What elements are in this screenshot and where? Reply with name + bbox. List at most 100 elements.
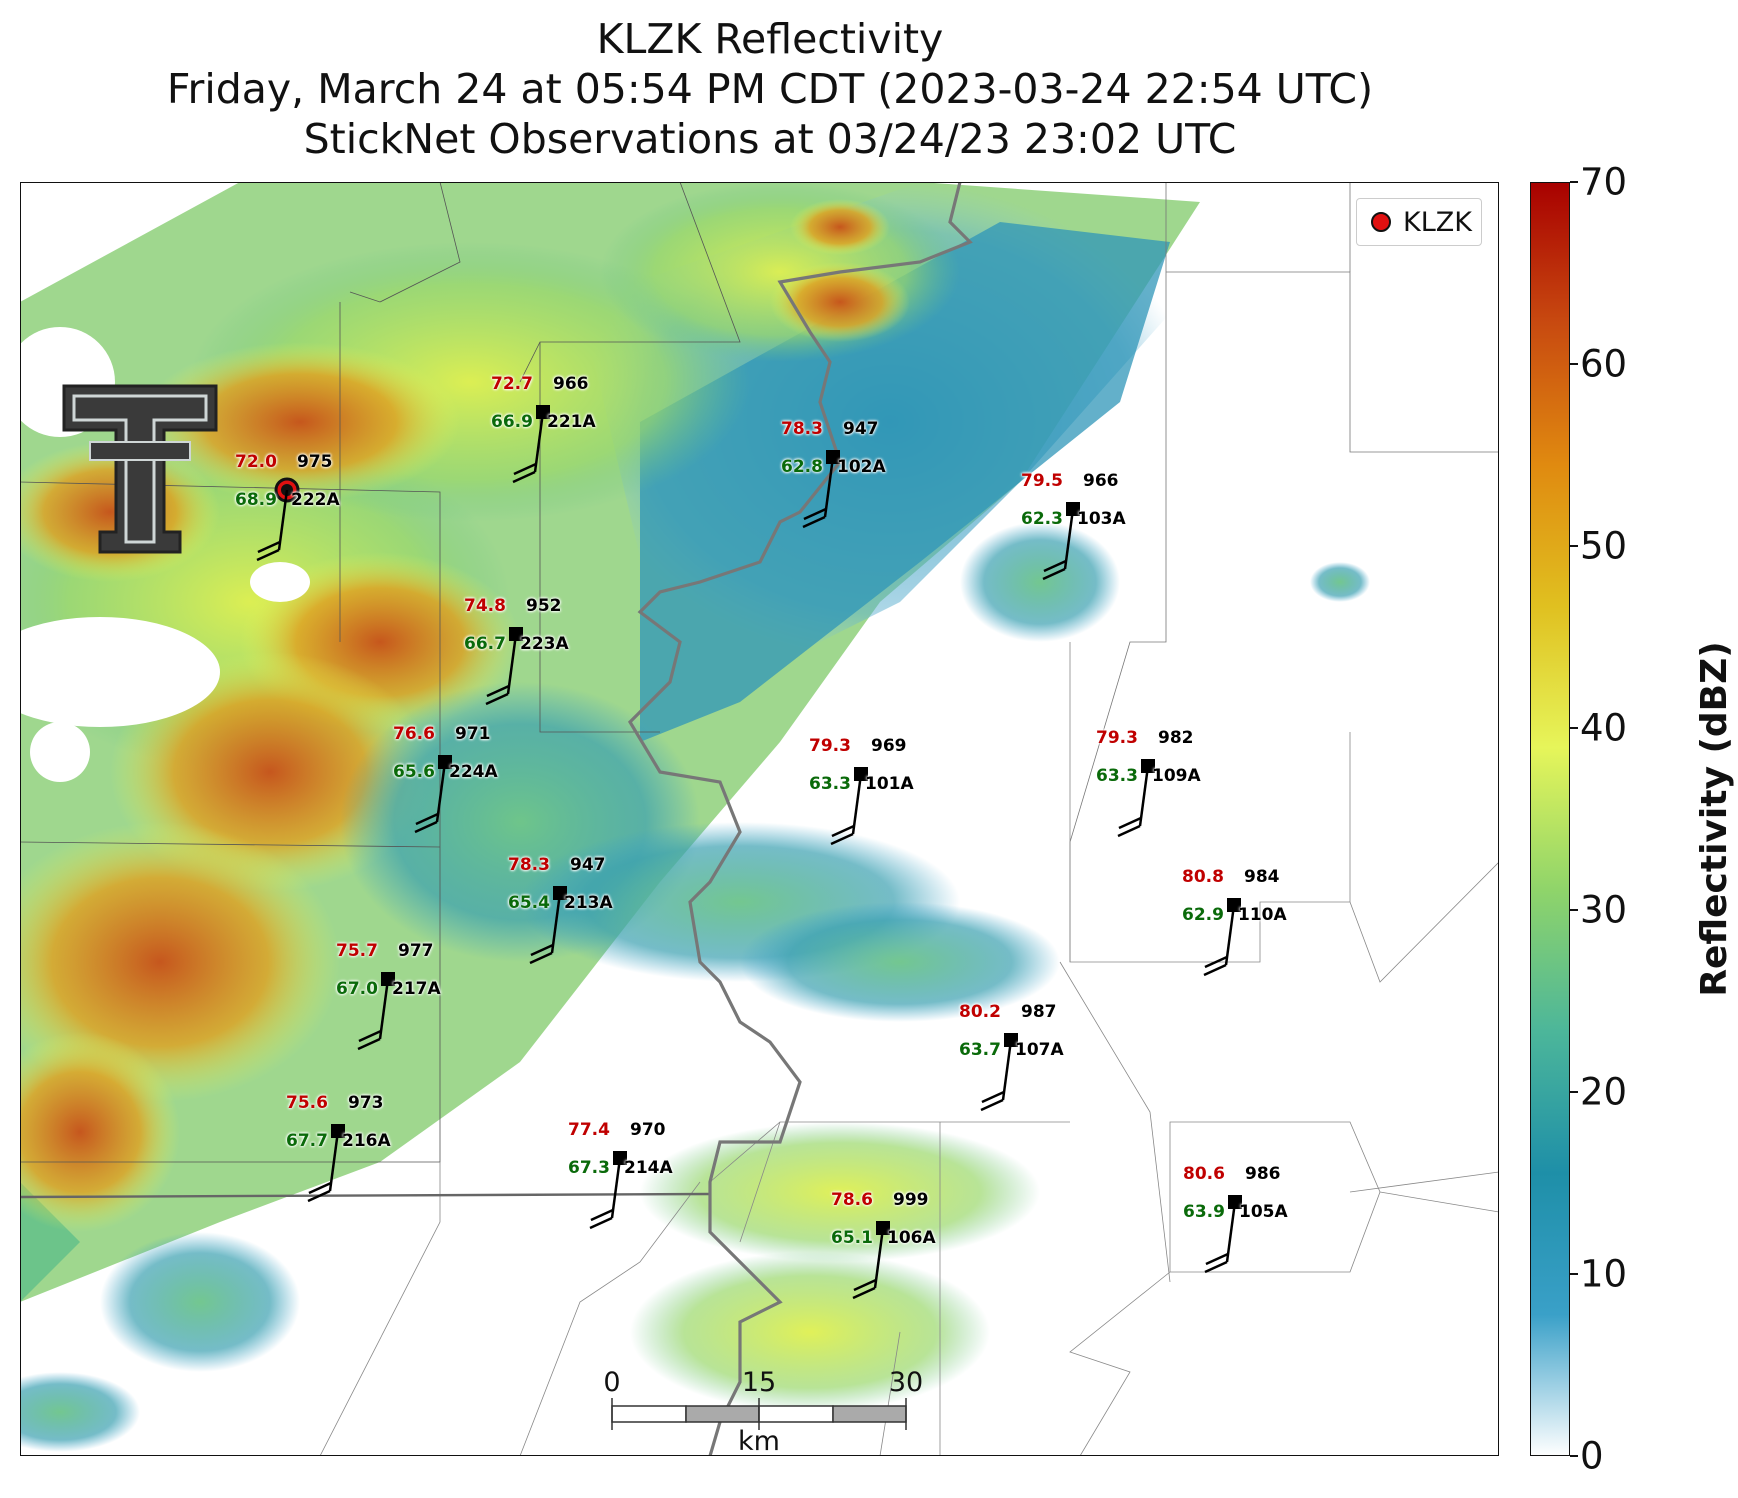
station-pressure-213A: 947 — [570, 855, 606, 875]
reflectivity-field — [20, 182, 1370, 1452]
station-id-216A: 216A — [342, 1131, 391, 1151]
station-id-224A: 224A — [449, 762, 498, 782]
wind-barb-222A — [256, 489, 289, 562]
colorbar-tick-mark — [1570, 181, 1578, 183]
colorbar-tick-20: 20 — [1580, 1070, 1628, 1114]
station-temp-105A: 80.6 — [1183, 1164, 1225, 1184]
station-dewpoint-222A: 68.9 — [235, 490, 277, 510]
colorbar-tick-mark — [1570, 363, 1578, 365]
station-dewpoint-102A: 62.8 — [781, 457, 823, 477]
wind-barb-217A — [357, 978, 390, 1051]
station-pressure-214A: 970 — [630, 1120, 666, 1140]
station-pressure-109A: 982 — [1158, 728, 1194, 748]
station-pressure-217A: 977 — [398, 941, 434, 961]
station-dewpoint-101A: 63.3 — [809, 774, 851, 794]
texas-tech-logo-icon — [62, 384, 218, 554]
wind-barb-213A — [529, 892, 562, 965]
station-dewpoint-221A: 66.9 — [491, 412, 533, 432]
station-pressure-101A: 969 — [871, 736, 907, 756]
station-pressure-223A: 952 — [526, 596, 562, 616]
colorbar-tick-mark — [1570, 1455, 1578, 1457]
station-temp-110A: 80.8 — [1182, 867, 1224, 887]
scale-unit: km — [738, 1426, 780, 1457]
station-dewpoint-214A: 67.3 — [568, 1158, 610, 1178]
station-temp-216A: 75.6 — [286, 1093, 328, 1113]
station-dewpoint-109A: 63.3 — [1096, 766, 1138, 786]
station-id-213A: 213A — [564, 893, 613, 913]
colorbar-tick-0: 0 — [1580, 1434, 1604, 1478]
station-id-109A: 109A — [1152, 766, 1201, 786]
station-id-110A: 110A — [1238, 905, 1287, 925]
colorbar-tick-40: 40 — [1580, 706, 1628, 750]
station-dewpoint-105A: 63.9 — [1183, 1202, 1225, 1222]
wind-barb-109A — [1117, 765, 1150, 838]
station-dewpoint-217A: 67.0 — [336, 979, 378, 999]
station-id-106A: 106A — [887, 1228, 936, 1248]
title-line-2: Friday, March 24 at 05:54 PM CDT (2023-0… — [166, 65, 1374, 113]
station-id-222A: 222A — [291, 490, 340, 510]
wind-barb-106A — [852, 1227, 885, 1300]
wind-barb-105A — [1204, 1201, 1237, 1274]
title-line-1: KLZK Reflectivity — [596, 15, 944, 63]
wind-barb-223A — [485, 633, 518, 706]
station-pressure-221A: 966 — [553, 374, 589, 394]
county-borders — [20, 182, 1499, 1456]
station-id-101A: 101A — [865, 774, 914, 794]
station-id-217A: 217A — [392, 979, 441, 999]
station-temp-224A: 76.6 — [393, 724, 435, 744]
station-id-107A: 107A — [1015, 1040, 1064, 1060]
station-id-221A: 221A — [547, 412, 596, 432]
station-pressure-216A: 973 — [348, 1093, 384, 1113]
station-temp-109A: 79.3 — [1096, 728, 1138, 748]
station-dewpoint-103A: 62.3 — [1021, 509, 1063, 529]
station-temp-214A: 77.4 — [568, 1120, 610, 1140]
colorbar-tick-30: 30 — [1580, 888, 1628, 932]
colorbar-tick-mark — [1570, 727, 1578, 729]
station-pressure-106A: 999 — [893, 1190, 929, 1210]
station-temp-102A: 78.3 — [781, 419, 823, 439]
station-dewpoint-223A: 66.7 — [464, 634, 506, 654]
station-dewpoint-213A: 65.4 — [508, 893, 550, 913]
station-temp-106A: 78.6 — [831, 1190, 873, 1210]
scale-bar — [611, 1398, 907, 1430]
station-pressure-105A: 986 — [1245, 1164, 1281, 1184]
wind-barb-107A — [980, 1039, 1013, 1112]
colorbar — [1530, 182, 1570, 1456]
station-id-223A: 223A — [520, 634, 569, 654]
colorbar-tick-mark — [1570, 909, 1578, 911]
station-dewpoint-224A: 65.6 — [393, 762, 435, 782]
station-temp-217A: 75.7 — [336, 941, 378, 961]
station-id-103A: 103A — [1077, 509, 1126, 529]
klzk-legend-marker — [1371, 212, 1391, 232]
scale-label-15: 15 — [741, 1367, 777, 1398]
radar-map[interactable]: KLZK 72.0 975 68.9 222A 72.7 966 66.9 221A 78.3 9… — [20, 182, 1499, 1457]
station-temp-223A: 74.8 — [464, 596, 506, 616]
wind-barb-221A — [512, 411, 545, 484]
colorbar-tick-mark — [1570, 545, 1578, 547]
title-line-3: StickNet Observations at 03/24/23 23:02 … — [303, 115, 1237, 163]
wind-barb-101A — [830, 773, 863, 846]
station-pressure-102A: 947 — [843, 419, 879, 439]
map-legend: KLZK — [1356, 198, 1482, 246]
colorbar-tick-mark — [1570, 1273, 1578, 1275]
station-temp-103A: 79.5 — [1021, 471, 1063, 491]
legend-label: KLZK — [1403, 206, 1472, 238]
scale-label-30: 30 — [888, 1367, 924, 1398]
station-id-214A: 214A — [624, 1158, 673, 1178]
wind-barb-102A — [802, 456, 835, 529]
radar-map-canvas — [20, 182, 1499, 1456]
station-dewpoint-107A: 63.7 — [959, 1040, 1001, 1060]
colorbar-tick-70: 70 — [1580, 160, 1628, 204]
station-dewpoint-106A: 65.1 — [831, 1228, 873, 1248]
station-pressure-110A: 984 — [1244, 867, 1280, 887]
station-pressure-107A: 987 — [1021, 1002, 1057, 1022]
station-dewpoint-110A: 62.9 — [1182, 905, 1224, 925]
colorbar-tick-10: 10 — [1580, 1252, 1628, 1296]
station-temp-101A: 79.3 — [809, 736, 851, 756]
wind-barb-103A — [1042, 508, 1075, 581]
station-id-102A: 102A — [837, 457, 886, 477]
station-temp-107A: 80.2 — [959, 1002, 1001, 1022]
colorbar-tick-60: 60 — [1580, 342, 1628, 386]
colorbar-tick-mark — [1570, 1091, 1578, 1093]
colorbar-label: Reflectivity (dBZ) — [1694, 641, 1735, 997]
